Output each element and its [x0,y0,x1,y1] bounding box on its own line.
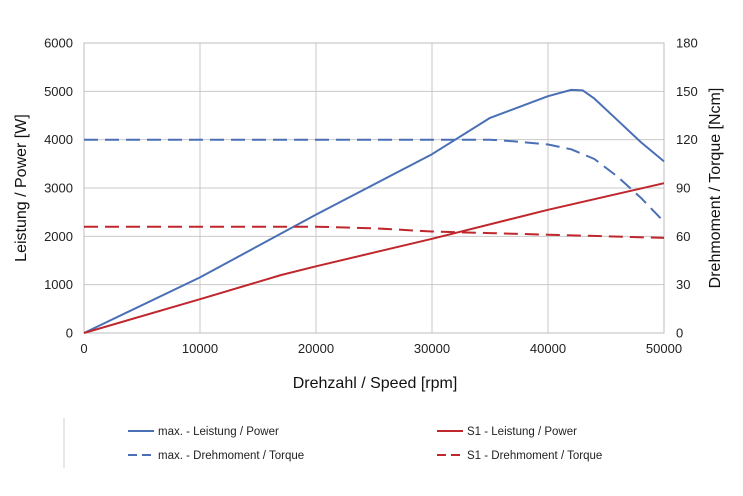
x-tick-label: 40000 [530,341,566,356]
tick-labels: 0 1000 2000 3000 4000 5000 6000 0 30 60 90 120 150 18… [44,36,698,357]
legend-label: S1 - Drehmoment / Torque [467,450,602,462]
legend-label: max. - Leistung / Power [158,426,279,438]
legend: max. - Leistung / Power max. - Drehmoment… [128,426,602,462]
series-lines [83,88,665,334]
y2-tick-label: 0 [676,326,683,341]
y-axis-title: Leistung / Power [W] [13,114,30,262]
y2-tick-label: 150 [676,84,698,99]
series-line-1 [83,88,665,334]
y-tick-label: 6000 [44,36,73,51]
y-tick-label: 1000 [44,277,73,292]
y-tick-label: 5000 [44,84,73,99]
y-tick-label: 0 [66,326,73,341]
x-axis-title: Drehzahl / Speed [rpm] [293,375,458,392]
y-tick-label: 4000 [44,132,73,147]
y2-tick-label: 30 [676,277,690,292]
y2-axis-title: Drehmoment / Torque [Ncm] [707,88,724,289]
y2-tick-label: 90 [676,181,690,196]
series-line-4 [84,225,665,239]
x-tick-label: 10000 [182,341,218,356]
x-tick-label: 50000 [646,341,682,356]
x-tick-label: 30000 [414,341,450,356]
y2-tick-label: 120 [676,132,698,147]
y-tick-label: 3000 [44,181,73,196]
x-tick-label: 0 [80,341,87,356]
y2-tick-label: 60 [676,229,690,244]
y2-tick-label: 180 [676,36,698,51]
series-line-2 [84,138,665,223]
legend-label: max. - Drehmoment / Torque [158,450,304,462]
x-tick-label: 20000 [298,341,334,356]
y-tick-label: 2000 [44,229,73,244]
grid-lines [83,42,665,334]
plot-frame [83,42,665,334]
series-line-3 [83,182,665,334]
legend-label: S1 - Leistung / Power [467,426,577,438]
